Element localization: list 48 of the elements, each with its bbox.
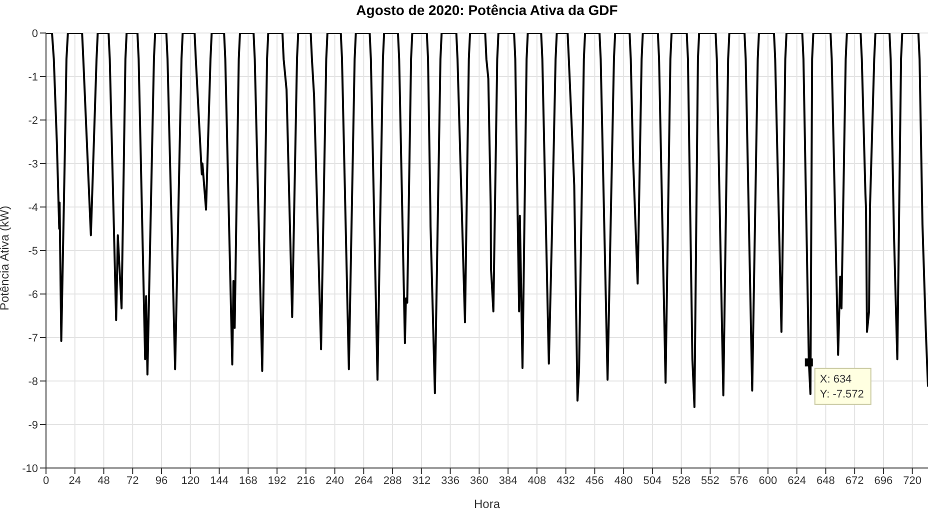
- y-tick-label: -3: [28, 158, 38, 170]
- x-tick-label: 480: [614, 474, 633, 487]
- datatip-box: X: 634 Y: -7.572: [814, 368, 872, 405]
- y-tick-label: -9: [28, 419, 38, 432]
- x-tick-label: 720: [903, 474, 922, 487]
- x-tick-label: 696: [874, 474, 893, 487]
- chart-title: Agosto de 2020: Potência Ativa da GDF: [355, 2, 619, 18]
- x-tick-label: 168: [238, 474, 258, 487]
- y-tick-label: -7: [28, 332, 38, 344]
- x-axis-title: Hora: [474, 497, 500, 511]
- x-tick-label: 552: [701, 474, 720, 487]
- x-tick-label: 576: [730, 474, 748, 487]
- x-tick-label: 144: [210, 474, 228, 487]
- y-tick-label: -2: [28, 114, 38, 127]
- y-tick-label: -4: [28, 202, 38, 214]
- x-tick-label: 384: [498, 474, 518, 487]
- x-tick-label: 504: [643, 474, 662, 487]
- x-tick-label: 96: [155, 474, 168, 487]
- y-tick-label: -6: [28, 288, 38, 301]
- x-tick-label: 240: [326, 474, 344, 487]
- x-tick-label: 528: [672, 474, 691, 487]
- x-tick-label: 288: [383, 474, 402, 487]
- x-tick-label: 432: [556, 474, 575, 487]
- y-tick-label: 0: [32, 28, 38, 40]
- x-tick-label: 672: [845, 474, 864, 487]
- x-tick-label: 48: [98, 474, 110, 487]
- x-tick-label: 120: [181, 474, 200, 487]
- y-tick-label: -8: [28, 376, 38, 388]
- x-tick-label: 360: [470, 474, 488, 487]
- x-tick-label: 336: [441, 474, 460, 487]
- x-tick-label: 264: [354, 474, 373, 487]
- x-tick-label: 312: [412, 474, 431, 487]
- x-tick-label: 72: [126, 474, 139, 487]
- x-tick-label: 408: [528, 474, 546, 487]
- x-tick-label: 192: [268, 474, 286, 487]
- x-tick-label: 648: [816, 474, 835, 487]
- annotation: X: 634 Y: -7.572: [820, 373, 864, 400]
- line-series: [46, 33, 928, 408]
- x-tick-label: 600: [758, 474, 778, 487]
- y-tick-label: -1: [28, 71, 38, 84]
- x-tick-label: 216: [296, 474, 316, 487]
- x-tick-label: 0: [42, 474, 50, 487]
- y-axis-title: Potência Ativa (kW): [0, 206, 12, 310]
- x-tick-label: 456: [586, 474, 604, 487]
- y-tick-label: -10: [22, 462, 38, 475]
- x-tick-label: 624: [788, 474, 806, 487]
- y-tick-label: -5: [28, 245, 38, 258]
- x-tick-label: 24: [68, 474, 82, 487]
